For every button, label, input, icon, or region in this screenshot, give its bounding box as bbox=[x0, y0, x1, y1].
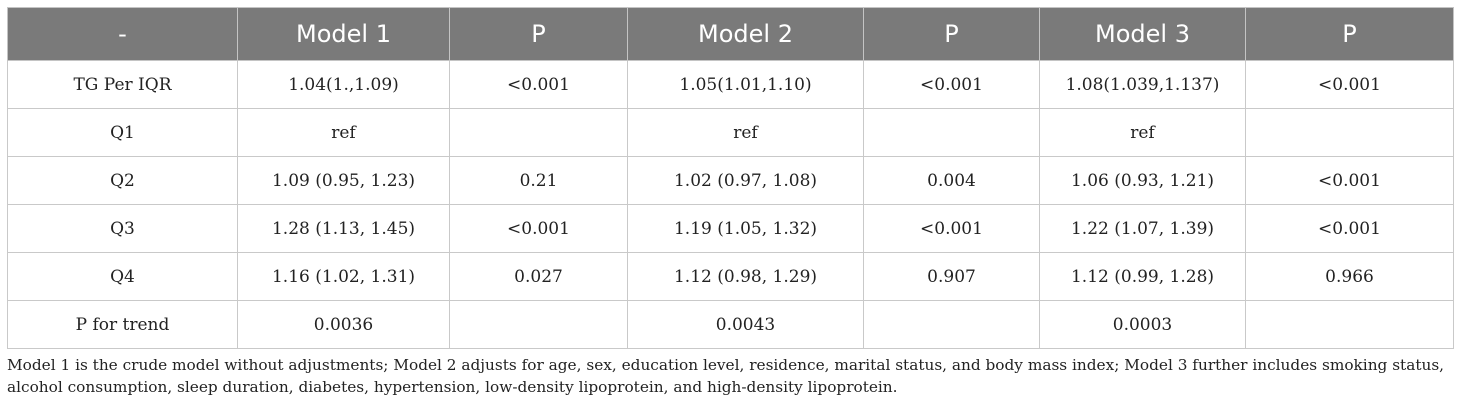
row-label: TG Per IQR bbox=[7, 60, 238, 109]
results-table: - Model 1 P Model 2 P Model 3 P TG Per I… bbox=[7, 7, 1454, 349]
model-1-value: 1.09 (0.95, 1.23) bbox=[237, 156, 450, 205]
model-2-p-value bbox=[863, 300, 1040, 349]
model-1-p-value bbox=[449, 108, 628, 157]
model-1-p-value bbox=[449, 300, 628, 349]
row-label: P for trend bbox=[7, 300, 238, 349]
model-3-p-value: <0.001 bbox=[1245, 204, 1454, 253]
model-2-p-value bbox=[863, 108, 1040, 157]
table-row: TG Per IQR 1.04(1.,1.09) <0.001 1.05(1.0… bbox=[7, 60, 1454, 109]
model-3-p-value: <0.001 bbox=[1245, 156, 1454, 205]
table-row: Q4 1.16 (1.02, 1.31) 0.027 1.12 (0.98, 1… bbox=[7, 252, 1454, 301]
model-2-p-value: <0.001 bbox=[863, 204, 1040, 253]
model-1-p-value: <0.001 bbox=[449, 204, 628, 253]
model-2-p-value: 0.907 bbox=[863, 252, 1040, 301]
model-3-value: 1.22 (1.07, 1.39) bbox=[1039, 204, 1246, 253]
model-1-p-value: 0.21 bbox=[449, 156, 628, 205]
row-label: Q2 bbox=[7, 156, 238, 205]
table-row: Q2 1.09 (0.95, 1.23) 0.21 1.02 (0.97, 1.… bbox=[7, 156, 1454, 205]
model-3-p-value: <0.001 bbox=[1245, 60, 1454, 109]
header-row: - Model 1 P Model 2 P Model 3 P bbox=[7, 7, 1454, 61]
model-3-p-value: 0.966 bbox=[1245, 252, 1454, 301]
model-3-value: 0.0003 bbox=[1039, 300, 1246, 349]
header-model-2: Model 2 bbox=[627, 7, 864, 61]
model-3-value: 1.12 (0.99, 1.28) bbox=[1039, 252, 1246, 301]
model-1-value: 1.04(1.,1.09) bbox=[237, 60, 450, 109]
model-3-p-value bbox=[1245, 108, 1454, 157]
results-table-container: - Model 1 P Model 2 P Model 3 P TG Per I… bbox=[7, 7, 1454, 349]
model-1-value: 1.16 (1.02, 1.31) bbox=[237, 252, 450, 301]
model-2-value: 1.05(1.01,1.10) bbox=[627, 60, 864, 109]
header-model-1: Model 1 bbox=[237, 7, 450, 61]
model-3-p-value bbox=[1245, 300, 1454, 349]
row-label: Q4 bbox=[7, 252, 238, 301]
header-p-model-1: P bbox=[449, 7, 628, 61]
table-row: Q1 ref ref ref bbox=[7, 108, 1454, 157]
model-1-value: 0.0036 bbox=[237, 300, 450, 349]
model-1-p-value: <0.001 bbox=[449, 60, 628, 109]
model-3-value: 1.06 (0.93, 1.21) bbox=[1039, 156, 1246, 205]
model-2-value: ref bbox=[627, 108, 864, 157]
model-1-value: ref bbox=[237, 108, 450, 157]
model-2-value: 1.19 (1.05, 1.32) bbox=[627, 204, 864, 253]
model-1-value: 1.28 (1.13, 1.45) bbox=[237, 204, 450, 253]
model-3-value: ref bbox=[1039, 108, 1246, 157]
header-label-column: - bbox=[7, 7, 238, 61]
model-2-value: 1.12 (0.98, 1.29) bbox=[627, 252, 864, 301]
row-label: Q3 bbox=[7, 204, 238, 253]
model-2-value: 0.0043 bbox=[627, 300, 864, 349]
model-3-value: 1.08(1.039,1.137) bbox=[1039, 60, 1246, 109]
model-2-p-value: <0.001 bbox=[863, 60, 1040, 109]
header-model-3: Model 3 bbox=[1039, 7, 1246, 61]
model-2-p-value: 0.004 bbox=[863, 156, 1040, 205]
table-row: P for trend 0.0036 0.0043 0.0003 bbox=[7, 300, 1454, 349]
header-p-model-3: P bbox=[1245, 7, 1454, 61]
model-1-p-value: 0.027 bbox=[449, 252, 628, 301]
table-footnote: Model 1 is the crude model without adjus… bbox=[7, 356, 1445, 396]
model-2-value: 1.02 (0.97, 1.08) bbox=[627, 156, 864, 205]
table-row: Q3 1.28 (1.13, 1.45) <0.001 1.19 (1.05, … bbox=[7, 204, 1454, 253]
row-label: Q1 bbox=[7, 108, 238, 157]
header-p-model-2: P bbox=[863, 7, 1040, 61]
